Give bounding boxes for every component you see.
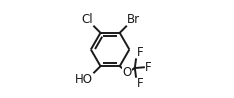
Text: F: F: [137, 78, 143, 90]
Text: F: F: [137, 46, 143, 59]
Text: O: O: [122, 66, 132, 79]
Text: Cl: Cl: [82, 13, 93, 26]
Text: HO: HO: [75, 73, 93, 86]
Text: Br: Br: [127, 13, 140, 26]
Text: F: F: [145, 61, 151, 74]
